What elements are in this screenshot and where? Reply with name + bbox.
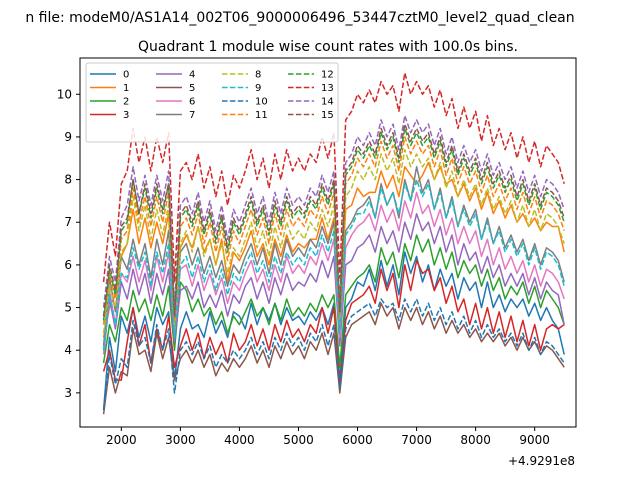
x-tick-label: 9000	[519, 433, 550, 447]
legend-label: 11	[255, 110, 268, 121]
legend-label: 8	[255, 70, 261, 81]
legend-item-0: 0	[90, 70, 129, 81]
legend-item-12: 12	[288, 70, 334, 81]
legend-item-1: 1	[90, 83, 129, 94]
chart-title: Quadrant 1 module wise count rates with …	[138, 39, 518, 55]
figure-suptitle: n file: modeM0/AS1A14_002T06_9000006496_…	[25, 10, 574, 26]
legend-item-7: 7	[156, 110, 195, 121]
legend-item-4: 4	[156, 70, 195, 81]
y-tick-label: 10	[57, 87, 72, 101]
series-line-8	[102, 148, 565, 334]
x-tick-label: 7000	[401, 433, 432, 447]
x-tick-label: 3000	[165, 433, 196, 447]
legend-item-2: 2	[90, 97, 129, 108]
plot-frame	[79, 57, 577, 428]
legend-item-8: 8	[222, 70, 261, 81]
y-tick-label: 8	[64, 173, 72, 187]
legend-label: 12	[321, 70, 334, 81]
legend-item-13: 13	[288, 83, 334, 94]
series-line-7	[102, 166, 565, 346]
series-line-10	[102, 298, 565, 410]
legend-label: 15	[321, 110, 334, 121]
y-tick-label: 9	[64, 130, 72, 144]
y-tick-label: 4	[64, 343, 72, 357]
series-line-9	[102, 178, 565, 351]
legend-item-15: 15	[288, 110, 334, 121]
legend-item-6: 6	[156, 97, 195, 108]
legend-item-14: 14	[288, 97, 334, 108]
legend-item-10: 10	[222, 97, 268, 108]
x-tick-label: 5000	[283, 433, 314, 447]
y-tick-label: 6	[64, 258, 72, 272]
legend-label: 5	[189, 83, 195, 94]
series-line-2	[102, 234, 565, 369]
legend-label: 1	[123, 83, 129, 94]
series-line-13	[102, 72, 565, 283]
series-line-4	[102, 212, 565, 355]
legend-label: 7	[189, 110, 195, 121]
legend-item-3: 3	[90, 110, 129, 121]
plot-area	[102, 72, 565, 415]
x-tick-label: 2000	[106, 433, 137, 447]
x-axis-offset-label: +4.9291e8	[508, 454, 575, 468]
legend-item-5: 5	[156, 83, 195, 94]
series-lines	[102, 72, 565, 415]
x-tick-label: 4000	[224, 433, 255, 447]
legend-label: 3	[123, 110, 129, 121]
y-tick-label: 3	[64, 386, 72, 400]
legend-label: 6	[189, 97, 195, 108]
series-line-5	[102, 302, 565, 415]
legend-label: 9	[255, 83, 261, 94]
series-line-15	[102, 123, 565, 317]
legend-label: 4	[189, 70, 195, 81]
series-line-14	[102, 114, 565, 309]
legend-label: 10	[255, 97, 268, 108]
legend-label: 2	[123, 97, 129, 108]
legend-label: 13	[321, 83, 334, 94]
series-line-3	[102, 259, 565, 390]
y-tick-label: 7	[64, 215, 72, 229]
legend-item-11: 11	[222, 110, 268, 121]
x-tick-label: 8000	[460, 433, 491, 447]
legend-item-9: 9	[222, 83, 261, 94]
y-tick-label: 5	[64, 301, 72, 315]
legend-label: 0	[123, 70, 129, 81]
x-tick-label: 6000	[342, 433, 373, 447]
legend-frame	[85, 62, 339, 143]
axes: 2000 3000 4000 5000 6000 7000 8000 9000 3 4 5 6 7 8 9 1…	[57, 57, 577, 447]
legend-label: 14	[321, 97, 334, 108]
